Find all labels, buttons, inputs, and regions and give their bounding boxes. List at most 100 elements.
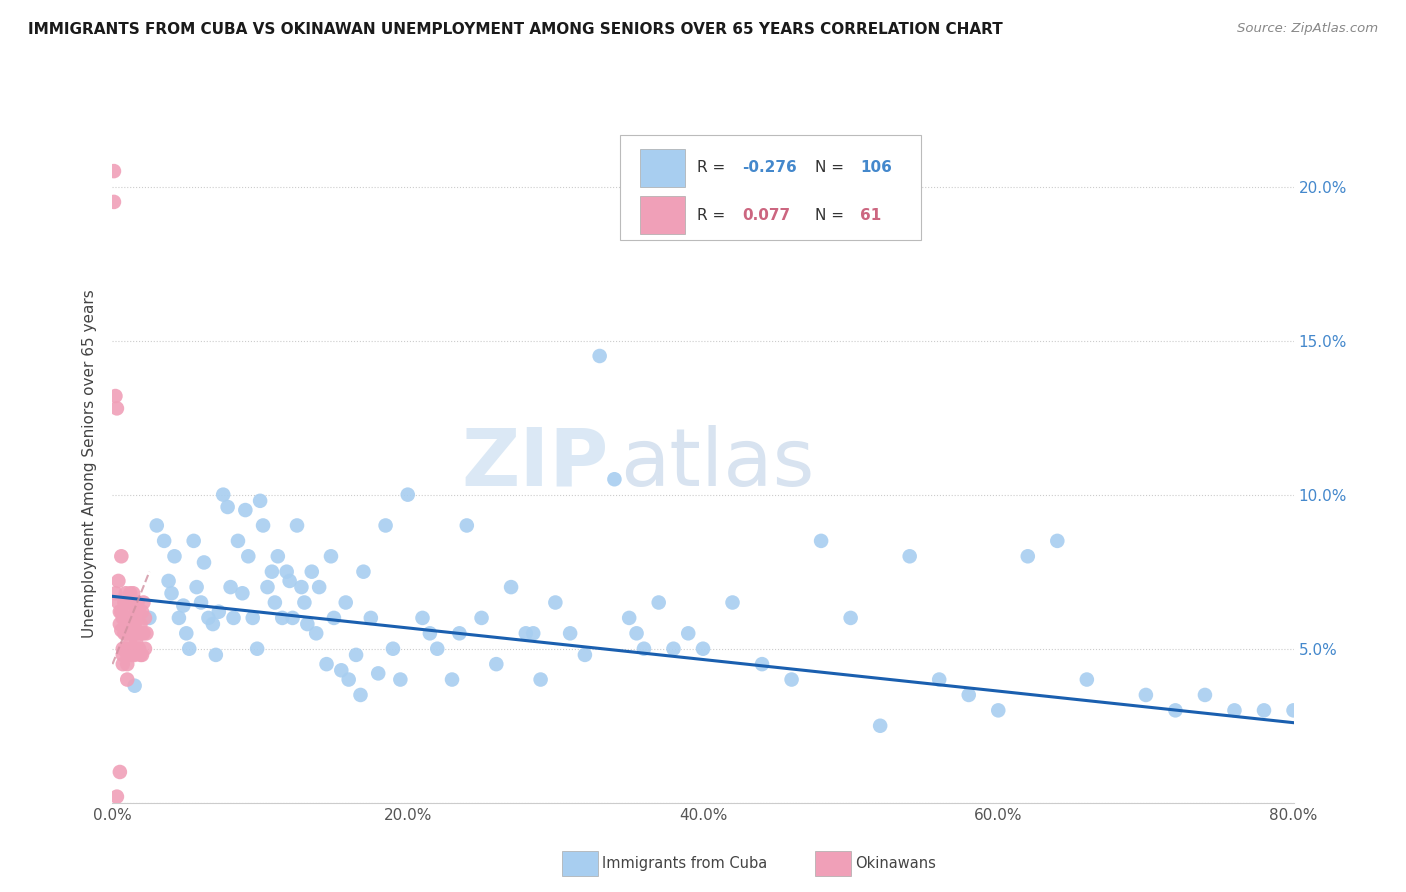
Point	[662, 641, 685, 656]
Point	[1298, 719, 1320, 733]
Point	[1305, 719, 1327, 733]
Point	[121, 626, 143, 640]
Point	[111, 641, 134, 656]
Point	[515, 626, 537, 640]
Point	[238, 549, 260, 564]
Point	[134, 641, 156, 656]
Point	[153, 533, 176, 548]
Point	[633, 641, 655, 656]
Point	[107, 574, 129, 588]
Point	[201, 617, 224, 632]
Point	[114, 626, 136, 640]
Point	[626, 626, 648, 640]
Point	[558, 626, 582, 640]
Point	[186, 580, 208, 594]
Point	[122, 586, 145, 600]
Text: R =: R =	[697, 161, 730, 176]
Point	[278, 574, 301, 588]
Point	[271, 611, 294, 625]
Point	[389, 673, 412, 687]
Point	[242, 611, 264, 625]
Point	[120, 586, 142, 600]
Point	[117, 617, 138, 632]
Text: atlas: atlas	[620, 425, 814, 503]
Point	[898, 549, 921, 564]
Point	[308, 580, 330, 594]
Point	[111, 648, 134, 662]
Point	[1223, 703, 1246, 717]
Point	[124, 595, 146, 609]
Point	[167, 611, 190, 625]
Point	[124, 648, 146, 662]
Point	[125, 605, 148, 619]
Point	[121, 611, 143, 625]
Point	[132, 595, 155, 609]
Text: N =: N =	[815, 208, 849, 223]
Point	[297, 617, 319, 632]
Point	[121, 595, 143, 609]
Point	[127, 626, 149, 640]
Point	[449, 626, 471, 640]
Point	[233, 503, 256, 517]
Point	[574, 648, 596, 662]
Point	[869, 719, 891, 733]
Point	[105, 789, 128, 804]
Point	[323, 611, 346, 625]
Text: 106: 106	[860, 161, 891, 176]
Point	[1253, 703, 1275, 717]
Point	[122, 626, 145, 640]
Point	[678, 626, 700, 640]
Point	[319, 549, 342, 564]
Point	[396, 488, 419, 502]
Point	[305, 626, 328, 640]
Point	[128, 605, 150, 619]
Point	[117, 657, 138, 672]
Point	[292, 595, 315, 609]
Point	[120, 635, 142, 649]
Point	[110, 605, 132, 619]
Text: Immigrants from Cuba: Immigrants from Cuba	[602, 856, 768, 871]
Point	[112, 611, 135, 625]
Text: N =: N =	[815, 161, 849, 176]
Point	[810, 533, 832, 548]
Point	[360, 611, 382, 625]
Y-axis label: Unemployment Among Seniors over 65 years: Unemployment Among Seniors over 65 years	[82, 290, 97, 638]
Point	[751, 657, 773, 672]
Point	[441, 673, 464, 687]
Point	[118, 626, 141, 640]
Point	[108, 605, 131, 619]
Point	[157, 574, 180, 588]
Point	[163, 549, 186, 564]
Point	[485, 657, 508, 672]
Point	[411, 611, 433, 625]
Point	[129, 648, 152, 662]
Point	[367, 666, 389, 681]
Point	[179, 641, 201, 656]
Point	[1017, 549, 1039, 564]
Point	[129, 617, 152, 632]
Point	[127, 595, 149, 609]
Point	[330, 663, 353, 677]
Point	[501, 580, 523, 594]
Point	[337, 673, 360, 687]
Point	[132, 626, 155, 640]
Point	[193, 556, 215, 570]
Point	[160, 586, 183, 600]
Point	[647, 595, 671, 609]
Point	[197, 611, 219, 625]
FancyBboxPatch shape	[640, 196, 685, 234]
Point	[252, 518, 274, 533]
Point	[588, 349, 610, 363]
Point	[183, 533, 205, 548]
Point	[111, 611, 134, 625]
FancyBboxPatch shape	[620, 135, 921, 240]
Text: ZIP: ZIP	[461, 425, 609, 503]
Point	[131, 648, 153, 662]
Point	[344, 648, 367, 662]
Point	[349, 688, 371, 702]
Point	[276, 565, 298, 579]
Text: IMMIGRANTS FROM CUBA VS OKINAWAN UNEMPLOYMENT AMONG SENIORS OVER 65 YEARS CORREL: IMMIGRANTS FROM CUBA VS OKINAWAN UNEMPLO…	[28, 22, 1002, 37]
Point	[281, 611, 304, 625]
Point	[721, 595, 744, 609]
Text: R =: R =	[697, 208, 730, 223]
